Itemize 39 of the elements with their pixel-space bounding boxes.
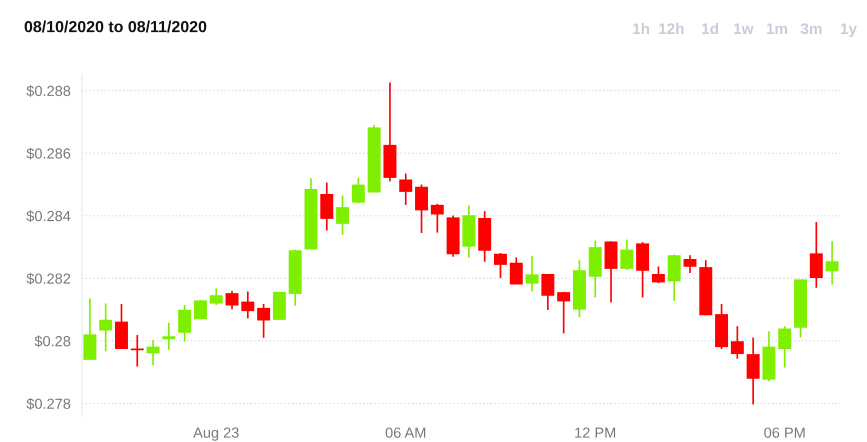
candlestick bbox=[620, 238, 634, 271]
y-tick-label: $0.284 bbox=[26, 210, 70, 222]
candlestick bbox=[257, 303, 270, 339]
y-tick-label: $0.282 bbox=[26, 272, 70, 285]
candlestick bbox=[684, 254, 696, 274]
y-tick-label: $0.278 bbox=[26, 398, 70, 410]
candlestick bbox=[541, 274, 554, 311]
candlestick bbox=[778, 325, 792, 368]
candlestick bbox=[320, 182, 334, 232]
y-tick-label: $0.28 bbox=[34, 335, 70, 348]
candlestick bbox=[399, 172, 412, 206]
candlestick bbox=[241, 290, 254, 320]
candlestick bbox=[826, 240, 839, 286]
y-tick-label: $0.286 bbox=[26, 148, 70, 160]
candlestick bbox=[336, 194, 350, 236]
candlestick bbox=[510, 256, 523, 285]
candlestick bbox=[746, 336, 760, 406]
x-tick-label: Aug 23 bbox=[193, 427, 239, 441]
y-tick-label: $0.288 bbox=[26, 85, 70, 97]
candlestick bbox=[557, 290, 570, 334]
candlestick bbox=[210, 288, 223, 306]
candlestick bbox=[162, 322, 176, 351]
chart-title: 08/10/2020 to 08/11/2020 bbox=[24, 20, 206, 32]
candlestick bbox=[194, 299, 207, 320]
candlestick bbox=[810, 221, 823, 289]
x-tick-label: 06 PM bbox=[764, 427, 805, 438]
candlestick bbox=[652, 266, 665, 284]
candlestick bbox=[226, 290, 238, 310]
candlestick bbox=[494, 252, 507, 279]
x-tick-label: 06 AM bbox=[386, 427, 426, 438]
candlestick bbox=[526, 254, 539, 292]
candlestick bbox=[730, 325, 744, 360]
candlestick bbox=[415, 184, 428, 234]
x-tick-label: 12 PM bbox=[575, 427, 616, 438]
candlestick bbox=[178, 304, 192, 342]
candlestick bbox=[146, 339, 160, 366]
candlestick bbox=[352, 176, 365, 204]
candlestick bbox=[430, 203, 444, 234]
candlestick bbox=[99, 302, 112, 352]
